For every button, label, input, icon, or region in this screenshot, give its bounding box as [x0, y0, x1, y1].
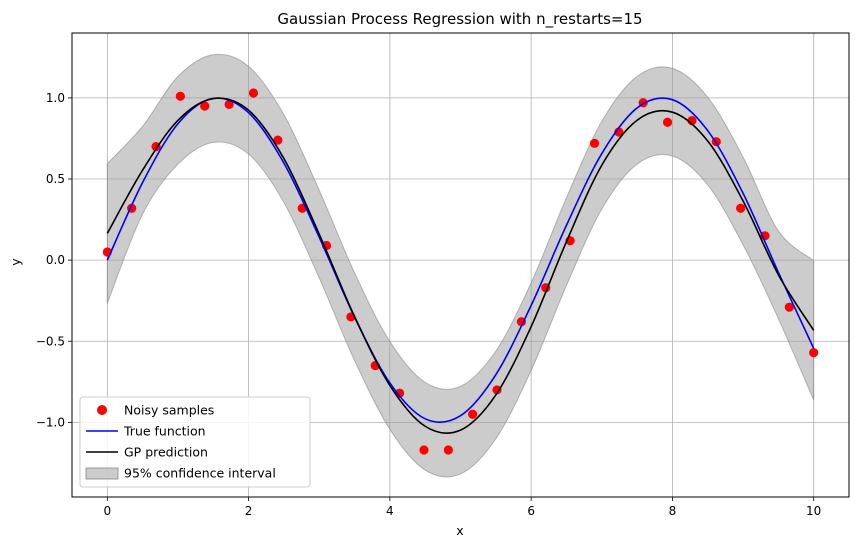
x-tick-label: 0 [103, 504, 111, 518]
legend-label-true: True function [123, 424, 206, 439]
y-tick-label: 0.5 [46, 172, 65, 186]
legend: Noisy samples True function GP predictio… [79, 396, 311, 488]
noisy-sample-point [273, 135, 283, 145]
x-tick-label: 10 [806, 504, 821, 518]
noisy-sample-point [589, 138, 600, 148]
noisy-sample-point [784, 302, 794, 312]
noisy-sample-point [492, 385, 502, 395]
legend-label-gp: GP prediction [124, 445, 208, 460]
x-tick-label: 2 [245, 504, 253, 518]
noisy-sample-point [809, 348, 819, 358]
legend-label-noisy: Noisy samples [124, 403, 214, 418]
ticks: 0 2 4 6 8 10 −1.0 −0.5 0.0 0.5 1.0 [36, 91, 821, 518]
legend-box [79, 396, 311, 488]
noisy-sample-point [468, 409, 478, 419]
x-tick-label: 4 [386, 504, 394, 518]
legend-marker-noisy [97, 405, 107, 415]
plot-content [102, 53, 819, 478]
y-tick-label: −0.5 [36, 334, 65, 348]
noisy-sample-point [443, 445, 453, 455]
noisy-sample-point [175, 91, 185, 101]
y-tick-label: 0.0 [46, 253, 65, 267]
legend-marker-ci [85, 467, 119, 480]
noisy-sample-point [419, 445, 429, 455]
plot-frame [71, 32, 850, 498]
x-tick-label: 8 [669, 504, 677, 518]
y-tick-label: −1.0 [36, 415, 65, 429]
noisy-sample-point [151, 141, 161, 152]
legend-label-ci: 95% confidence interval [124, 466, 276, 481]
x-axis-label: x [456, 523, 463, 538]
x-tick-label: 6 [527, 504, 535, 518]
y-tick-label: 1.0 [46, 91, 65, 105]
noisy-sample-point [224, 99, 234, 109]
y-axis-label: y [8, 258, 23, 266]
noisy-sample-point [248, 88, 259, 98]
noisy-sample-point [662, 117, 673, 127]
noisy-sample-point [736, 203, 746, 213]
noisy-sample-point [200, 101, 210, 111]
gp-prediction-line [106, 97, 815, 434]
chart-title: Gaussian Process Regression with n_resta… [277, 10, 642, 29]
